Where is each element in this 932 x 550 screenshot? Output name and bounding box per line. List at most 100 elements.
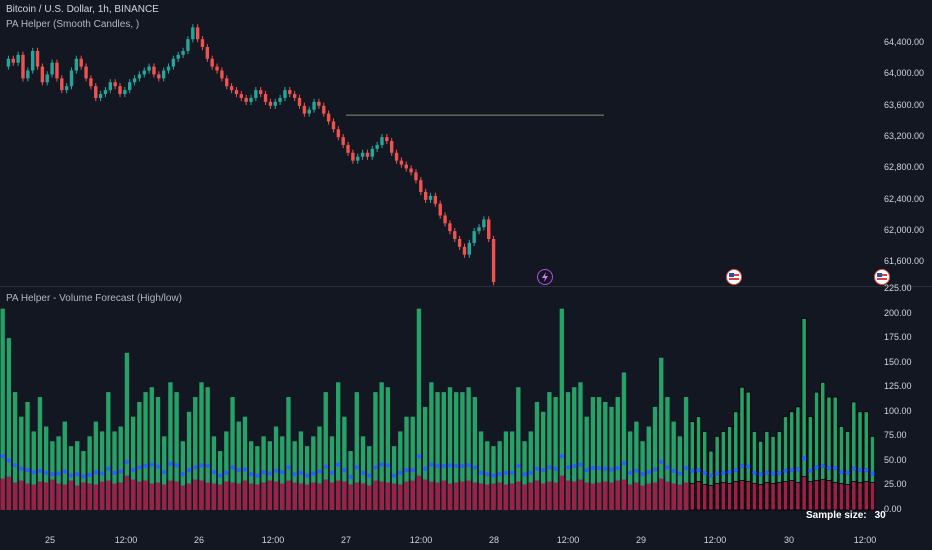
candle-body (186, 39, 190, 51)
forecast-point (572, 463, 577, 469)
forecast-point (124, 459, 130, 465)
volume-low-bar (410, 480, 415, 510)
volume-low-bar (572, 481, 577, 510)
candle-body (404, 164, 408, 169)
candle-body (176, 54, 180, 59)
candle-body (108, 82, 113, 91)
volume-bar (236, 421, 241, 510)
volume-low-bar (528, 482, 533, 510)
forecast-point (162, 469, 167, 475)
volume-low-bar (708, 485, 714, 511)
volume-bar (143, 392, 148, 510)
volume-bar (665, 397, 670, 510)
volume-low-bar (726, 483, 733, 511)
candle-body (443, 215, 447, 224)
volume-low-bar (640, 485, 645, 510)
volume-tick-label: 75.00 (884, 430, 907, 441)
volume-low-bar (416, 475, 422, 510)
volume-low-bar (565, 480, 571, 510)
candle-body (161, 70, 166, 79)
volume-bar (186, 411, 192, 510)
candle-body (21, 54, 25, 79)
volume-bar (416, 308, 422, 510)
volume-bar (0, 308, 5, 510)
forecast-point (447, 463, 453, 468)
volume-bar (304, 446, 310, 510)
forecast-point (603, 466, 608, 471)
volume-bar (205, 387, 210, 510)
pane-separator[interactable] (0, 286, 932, 287)
candle-body (215, 66, 219, 71)
candle-body (142, 70, 146, 75)
volume-low-bar (441, 480, 446, 510)
volume-low-bar (851, 481, 857, 511)
volume-low-bar (373, 480, 378, 510)
forecast-point (329, 470, 335, 476)
candle-body (394, 152, 399, 161)
forecast-point (559, 454, 565, 459)
candle-body (370, 148, 374, 157)
sample-size-value: 30 (874, 510, 886, 521)
candle-body (351, 152, 355, 161)
time-tick-label: 12:00 (409, 535, 433, 545)
forecast-point (870, 471, 875, 476)
volume-low-bar (280, 483, 285, 510)
forecast-point (174, 463, 179, 468)
lightning-event-icon[interactable] (537, 269, 553, 285)
forecast-point (205, 463, 210, 469)
volume-low-bar (236, 483, 241, 510)
forecast-point (640, 472, 645, 477)
forecast-point (864, 467, 869, 473)
volume-low-bar (217, 484, 223, 510)
candle-body (317, 101, 321, 106)
forecast-point (665, 465, 670, 470)
price-tick-label: 61,600.00 (884, 256, 925, 267)
price-tick-label: 62,000.00 (884, 225, 925, 236)
volume-bar (354, 392, 359, 510)
candle-body (103, 90, 108, 95)
volume-low-bar (832, 482, 838, 511)
forecast-point (485, 472, 490, 477)
candle-body (428, 195, 433, 200)
candle-body (6, 58, 11, 67)
volume-pane-title[interactable]: PA Helper - Volume Forecast (High/low) (6, 293, 182, 304)
us-flag-event-icon[interactable] (726, 269, 742, 285)
candle-body (234, 90, 239, 95)
candle-body (419, 180, 423, 192)
volume-low-bar (720, 482, 726, 511)
volume-low-bar (385, 482, 391, 510)
us-flag-event-icon[interactable] (874, 269, 890, 285)
volume-low-bar (0, 478, 5, 510)
volume-low-bar (106, 480, 111, 510)
candle-body (152, 66, 156, 75)
time-tick-label: 29 (635, 535, 647, 545)
volume-low-bar (261, 482, 266, 510)
volume-low-bar (627, 484, 633, 510)
forecast-point (522, 472, 527, 477)
candle-body (312, 101, 316, 110)
indicator-title[interactable]: PA Helper (Smooth Candles, ) (6, 19, 140, 30)
volume-low-bar (205, 482, 210, 510)
candle-body (472, 231, 476, 243)
forecast-point (528, 470, 533, 476)
forecast-point (441, 463, 446, 469)
volume-low-bar (460, 481, 465, 510)
volume-low-bar (646, 483, 651, 510)
volume-bar (230, 397, 235, 510)
symbol-title[interactable]: Bitcoin / U.S. Dollar, 1h, BINANCE (6, 4, 159, 15)
forecast-point (367, 473, 372, 478)
volume-low-bar (472, 482, 478, 510)
volume-low-bar (801, 476, 807, 511)
volume-low-bar (199, 480, 204, 510)
time-tick-label: 12:00 (114, 535, 138, 545)
candle-body (35, 50, 40, 67)
forecast-point (342, 467, 347, 473)
volume-low-bar (677, 484, 683, 510)
volume-low-bar (62, 484, 67, 510)
candle-body (477, 227, 481, 232)
candle-body (331, 121, 336, 130)
forecast-point (429, 462, 434, 467)
forecast-point (323, 464, 328, 469)
forecast-point (155, 464, 161, 469)
